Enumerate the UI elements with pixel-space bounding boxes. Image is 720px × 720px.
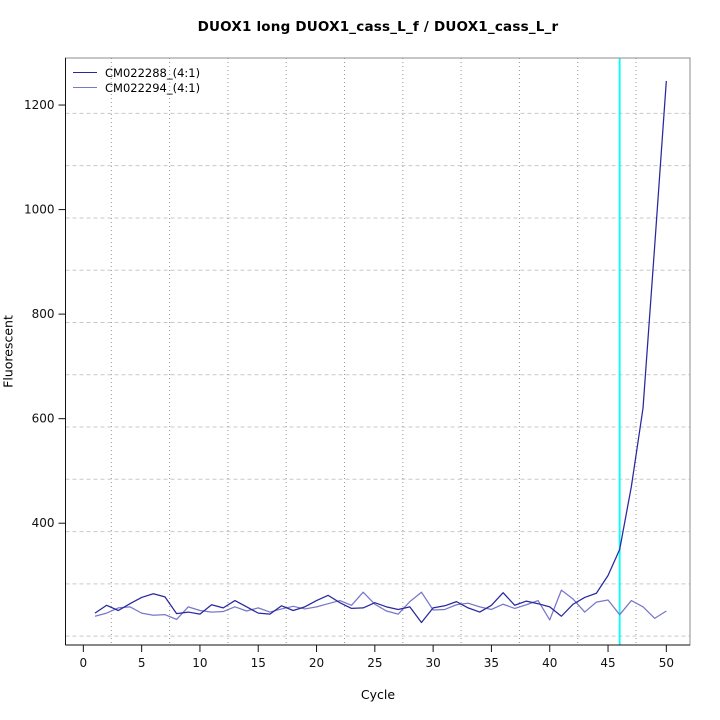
x-tick-label: 25 [367,656,382,670]
series-line [94,80,667,624]
x-axis-label: Cycle [360,687,396,702]
legend-item: CM022288_(4:1) [73,65,200,80]
y-tick-label: 800 [32,307,55,321]
x-tick-label: 0 [80,656,88,670]
legend-line-swatch [73,72,97,73]
x-tick-label: 5 [138,656,146,670]
x-tick-label: 30 [425,656,440,670]
x-tick-label: 50 [659,656,674,670]
y-tick-label: 600 [32,412,55,426]
x-tick-label: 40 [542,656,557,670]
legend-line-swatch [73,87,97,88]
plot-box [65,57,691,646]
legend-label: CM022294_(4:1) [105,80,201,95]
chart-title: DUOX1 long DUOX1_cass_L_f / DUOX1_cass_L… [197,19,559,35]
legend-label: CM022288_(4:1) [105,65,201,80]
x-tick-label: 15 [251,656,266,670]
x-tick-label: 45 [600,656,615,670]
legend-item: CM022294_(4:1) [73,80,200,95]
x-tick-label: 20 [309,656,324,670]
x-tick-label: 10 [192,656,207,670]
y-tick-label: 400 [32,516,55,530]
x-tick-label: 35 [484,656,499,670]
y-tick-label: 1000 [24,203,55,217]
legend: CM022288_(4:1) CM022294_(4:1) [73,65,200,95]
y-tick-label: 1200 [24,98,55,112]
y-axis-label: Fluorescent [0,315,16,388]
series-line [94,589,667,621]
